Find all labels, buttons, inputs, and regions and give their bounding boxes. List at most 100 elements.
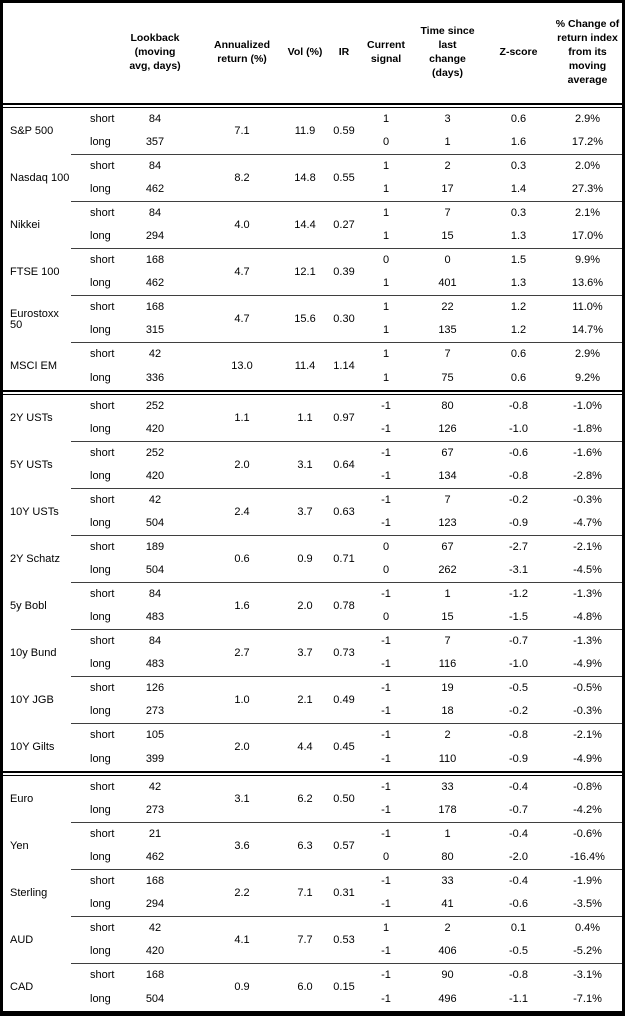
ir-value: 0.49 [327,677,367,724]
pctchange-short-value: 9.9% [574,254,601,267]
days-short-value: 2 [444,160,451,173]
asset-group: 5Y USTs short long 252 420 2.0 3.1 0.64 … [3,442,622,489]
zscore-long-value: -1.1 [509,992,528,1005]
pctchange-short-value: -1.3% [573,635,602,648]
asset-group: Nikkei short long 84 294 4.0 14.4 0.27 1… [3,202,622,249]
lookback-long-value: 483 [123,607,201,630]
annualized-return-value: 1.6 [201,583,277,630]
zscore-short-value: 0.6 [510,113,527,126]
signal-short-value: 1 [382,301,390,314]
horizon-short-label: short [90,682,115,695]
pctchange-long-value: -0.3% [553,701,622,724]
asset-group: Yen short long 21 462 3.6 6.3 0.57 -1 0 … [3,823,622,870]
horizon-long-label: long [90,371,111,384]
horizon-short-label: short [90,160,115,173]
pctchange-short-value: -1.6% [573,447,602,460]
pctchange-long-value: -5.2% [553,941,622,964]
horizon-short-label: short [90,348,115,361]
ir-value: 0.31 [327,870,367,917]
zscore-short-value: 0.3 [510,160,527,173]
signal-long-value: 0 [367,560,419,583]
asset-name: Euro [10,793,34,805]
zscore-short-value: -0.5 [509,682,528,695]
section-divider [3,771,622,776]
days-long-value: 110 [438,752,457,765]
lookback-short-value: 84 [148,160,162,173]
vol-value: 7.7 [277,917,327,964]
asset-group: 2Y Schatz short long 189 504 0.6 0.9 0.7… [3,536,622,583]
horizon-short-label: short [90,494,115,507]
asset-name: FTSE 100 [10,266,60,278]
horizon-short-label: short [90,781,115,794]
pctchange-short-value: -2.1% [573,729,602,742]
days-short-value: 7 [444,494,451,507]
annualized-return-value: 0.9 [234,981,250,993]
signal-short-value: -1 [381,635,391,648]
ir-value: 0.45 [333,741,355,753]
days-long-value: 116 [419,654,484,677]
signal-short-value: 1 [382,207,390,220]
signal-short-value: 1 [382,160,390,173]
annualized-return-value: 4.1 [201,917,277,964]
lookback-short-value: 168 [145,254,165,267]
annualized-return-value: 8.2 [201,155,277,202]
asset-name: Nikkei [10,219,40,231]
ir-value: 0.27 [327,202,367,249]
lookback-long-value: 504 [123,560,201,583]
zscore-short-value: -1.2 [509,588,528,601]
ir-value: 0.63 [327,489,367,536]
days-short-value: 2 [444,922,451,935]
horizon-short-label: short [90,828,115,841]
signal-short-value: 1 [382,348,390,361]
signal-short-value: -1 [381,781,391,794]
pctchange-long-value: 27.3% [553,179,622,202]
signal-long-value: -1 [381,992,391,1005]
lookback-short-value: 42 [148,781,162,794]
zscore-long-value: -0.7 [484,800,553,823]
signal-long-value: -1 [367,419,419,442]
lookback-long-value: 504 [123,513,201,536]
lookback-short-value: 42 [148,348,162,361]
asset-group: CAD short long 168 504 0.9 6.0 0.15 -1 -… [3,964,622,1011]
annualized-return-value: 7.1 [201,108,277,155]
signal-short-value: 1 [382,113,390,126]
days-short-value: 2 [444,729,451,742]
ir-value: 0.71 [327,536,367,583]
signal-short-value: -1 [381,400,391,413]
lookback-short-value: 84 [148,207,162,220]
horizon-short-label: short [90,922,115,935]
lookback-short-value: 42 [148,494,162,507]
ir-value: 0.57 [327,823,367,870]
zscore-long-value: -1.0 [484,654,553,677]
asset-name: 2Y Schatz [10,553,60,565]
signal-short-value: 1 [382,922,390,935]
days-short-value: 1 [444,588,451,601]
asset-group: Nasdaq 100 short long 84 462 8.2 14.8 0.… [3,155,622,202]
asset-group: FTSE 100 short long 168 462 4.7 12.1 0.3… [3,249,622,296]
days-long-value: 178 [419,800,484,823]
horizon-long-label: long [71,466,123,489]
lookback-long-value: 504 [145,992,165,1005]
pctchange-long-value: -16.4% [553,847,622,870]
asset-group: 10y Bund short long 84 483 2.7 3.7 0.73 … [3,630,622,677]
days-long-value: 135 [419,320,484,343]
pctchange-long-value: -4.9% [573,752,602,765]
asset-group: Euro short long 42 273 3.1 6.2 0.50 -1 -… [3,776,622,823]
ir-value: 0.39 [327,249,367,296]
zscore-short-value: 0.3 [510,207,527,220]
header-lookback: Lookback (moving avg, days) [129,32,181,72]
days-short-value: 0 [444,254,451,267]
ir-value: 0.97 [327,395,367,442]
pctchange-long-value: -1.8% [553,419,622,442]
days-long-value: 80 [419,847,484,870]
lookback-long-value: 483 [123,654,201,677]
ir-value: 0.30 [327,296,367,343]
pctchange-short-value: -3.1% [573,969,602,982]
horizon-long-label: long [71,701,123,724]
horizon-long-label: long [90,992,111,1005]
lookback-long-value: 420 [123,941,201,964]
zscore-short-value: 0.1 [510,922,527,935]
vol-value: 3.7 [277,489,327,536]
days-long-value: 123 [419,513,484,536]
pctchange-long-value: -4.5% [553,560,622,583]
